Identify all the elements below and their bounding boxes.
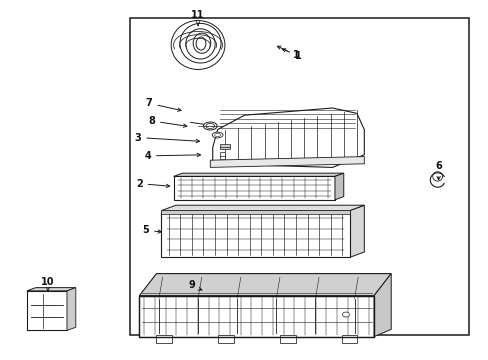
Polygon shape [334, 173, 343, 200]
Bar [129, 18, 468, 335]
Polygon shape [173, 176, 334, 200]
Text: 10: 10 [41, 276, 55, 291]
Text: 3: 3 [134, 132, 199, 143]
Text: 7: 7 [145, 98, 181, 111]
Text: 8: 8 [148, 116, 186, 127]
Text: 6: 6 [434, 161, 441, 180]
Polygon shape [139, 274, 390, 296]
Text: 9: 9 [188, 280, 202, 291]
Text: 1: 1 [282, 49, 301, 61]
Bar [156, 335, 171, 343]
Bar [219, 152, 225, 159]
Polygon shape [27, 288, 76, 291]
Polygon shape [212, 108, 364, 167]
Ellipse shape [205, 123, 214, 129]
Polygon shape [373, 274, 390, 337]
Bar [139, 296, 373, 337]
Bar [279, 335, 295, 343]
Bar [27, 291, 67, 330]
Polygon shape [349, 205, 364, 257]
Text: 2: 2 [136, 179, 169, 189]
Ellipse shape [214, 133, 220, 136]
Text: 1: 1 [277, 46, 299, 60]
Polygon shape [161, 205, 364, 211]
Bar [341, 335, 357, 343]
Text: 11: 11 [191, 10, 204, 26]
Polygon shape [161, 211, 349, 257]
Circle shape [342, 312, 348, 317]
Bar [218, 335, 233, 343]
Text: 5: 5 [142, 225, 161, 235]
Bar [161, 210, 349, 214]
Text: 4: 4 [144, 151, 200, 161]
Ellipse shape [203, 122, 217, 130]
Polygon shape [67, 288, 76, 330]
Polygon shape [139, 296, 373, 337]
Polygon shape [210, 157, 364, 167]
Bar [220, 144, 229, 149]
Ellipse shape [212, 132, 223, 138]
Polygon shape [173, 173, 343, 176]
